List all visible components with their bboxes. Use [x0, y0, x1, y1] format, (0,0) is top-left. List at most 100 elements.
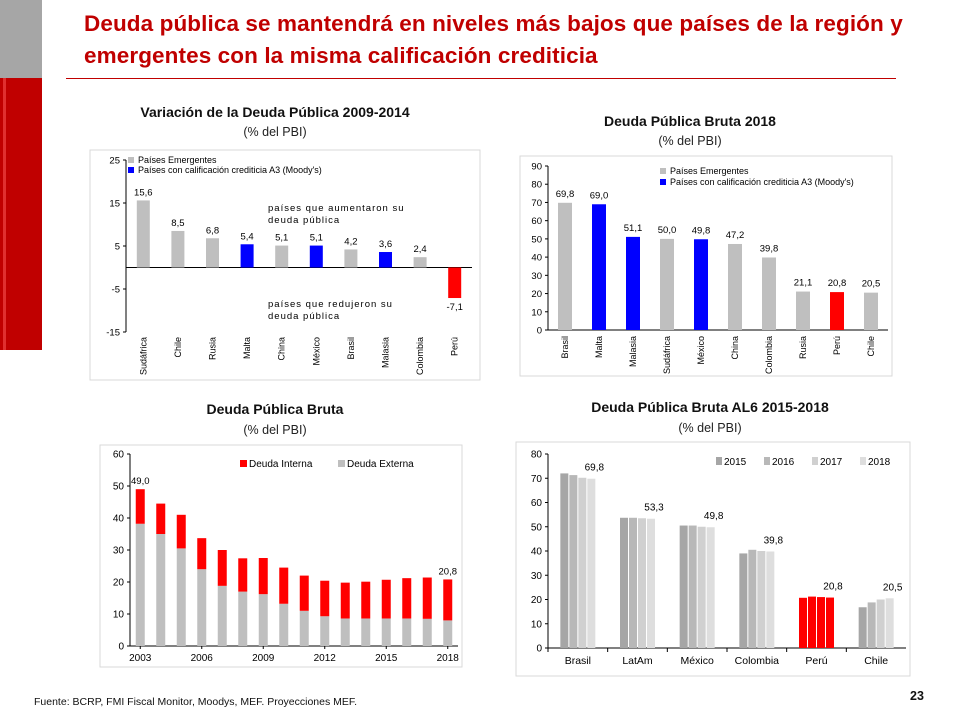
chart2-category-label: Sudáfrica	[662, 336, 672, 374]
chart2-value-label: 50,0	[658, 225, 677, 236]
chart1-legend-swatch-a3	[128, 167, 134, 173]
chart3-deuda-bruta-historica: 0 10 20 30 40 50 60 2003 2006 2009 2012 2015 2018 49,…	[99, 444, 463, 668]
chart4-bar	[620, 517, 628, 648]
chart3-bar-interna	[176, 514, 186, 549]
chart2-bar	[830, 292, 844, 330]
chart1-bar	[136, 200, 150, 268]
chart2-value-label: 47,2	[726, 230, 745, 241]
chart1-ytick-label: 5	[115, 242, 120, 253]
chart3-bar-interna	[238, 558, 248, 592]
chart3-subtitle: (% del PBI)	[243, 423, 307, 437]
chart2-ytick-label: 20	[531, 289, 542, 300]
chart1-bar	[344, 249, 358, 268]
chart3-bar-externa	[135, 523, 145, 646]
chart1-bar	[240, 244, 254, 268]
chart4-bar	[629, 517, 637, 648]
chart3-legend-label: Deuda Interna	[249, 459, 313, 470]
chart4-deuda-al6: 0 10 20 30 40 50 60 70 80 69,8 Brasil 53,3 LatAm 49,8…	[515, 441, 911, 677]
chart3-legend-swatch-externa	[338, 460, 345, 467]
page-number: 23	[910, 689, 924, 703]
chart4-bar	[867, 602, 876, 648]
chart2-bar	[558, 202, 572, 330]
chart2-bar	[694, 239, 708, 330]
chart3-bar-interna	[443, 579, 453, 621]
side-bar-red	[0, 78, 42, 350]
side-bar-red-accent	[3, 78, 6, 350]
chart3-title: Deuda Pública Bruta	[206, 401, 344, 417]
chart3-bar-interna	[320, 580, 330, 617]
chart2-category-label: China	[730, 336, 740, 360]
chart1-bar	[379, 252, 392, 268]
chart1-value-label: 15,6	[134, 187, 153, 198]
chart2-category-label: México	[696, 336, 706, 365]
chart3-xtick-label: 2012	[314, 653, 337, 664]
chart1-ytick-label: 25	[109, 156, 120, 167]
chart2-bar	[796, 291, 810, 330]
chart2-frame	[519, 155, 893, 377]
chart3-bar-interna	[381, 579, 391, 619]
chart1-bar	[275, 245, 289, 268]
chart1-ytick-label: -5	[112, 285, 120, 296]
chart3-ytick-label: 20	[113, 578, 125, 589]
chart4-value-label: 20,5	[883, 582, 903, 593]
title-divider	[66, 78, 896, 79]
chart1-value-label: 5,1	[275, 233, 288, 244]
chart1-annotation-aumentaron: países que aumentaron su	[268, 203, 405, 214]
chart4-value-label: 69,8	[585, 463, 605, 474]
chart1-bar	[413, 257, 427, 268]
chart1-category-label: Brasil	[346, 337, 356, 360]
chart2-ytick-label: 0	[537, 326, 542, 337]
chart3-bar-interna	[197, 538, 207, 570]
chart3-xtick-label: 2006	[191, 653, 214, 664]
chart4-legend-label: 2018	[868, 457, 891, 468]
chart3-bar-interna	[299, 575, 309, 611]
chart3-bar-externa	[279, 603, 289, 646]
chart4-bar	[706, 527, 715, 648]
chart4-category-label: México	[681, 655, 714, 667]
chart3-bar-externa	[217, 585, 227, 646]
chart3-bar-externa	[197, 569, 207, 646]
chart4-bar	[766, 551, 775, 648]
chart4-ytick-label: 40	[531, 547, 543, 558]
chart4-bar	[799, 597, 807, 648]
chart1-bar	[206, 238, 219, 268]
chart3-bar-externa	[402, 618, 412, 646]
chart4-bar	[885, 598, 894, 648]
chart2-category-label: Chile	[866, 336, 876, 357]
chart1-category-label: Colombia	[415, 337, 425, 375]
chart3-bar-interna	[402, 578, 412, 619]
chart2-value-label: 69,0	[590, 190, 609, 201]
chart4-bar	[697, 526, 706, 648]
chart1-variacion-deuda: 25 15 5 -5 -15 15,6 Sudáfrica 8,5 Chile 6,8 Rusia 5…	[89, 149, 481, 381]
chart3-bar-externa	[361, 618, 371, 646]
chart4-legend-label: 2015	[724, 457, 747, 468]
chart4-category-label: Brasil	[565, 655, 591, 667]
chart3-bar-externa	[443, 620, 453, 646]
chart1-category-label: Malasia	[381, 337, 391, 368]
chart4-category-label: Chile	[864, 655, 888, 667]
chart2-bar	[660, 238, 674, 330]
chart4-bar	[808, 596, 816, 648]
chart2-value-label: 49,8	[692, 225, 711, 236]
chart3-ytick-label: 0	[118, 642, 124, 653]
chart4-bar	[560, 473, 569, 648]
chart3-bar-interna	[217, 550, 227, 586]
chart3-bar-interna	[422, 577, 432, 619]
chart3-bar-interna	[156, 503, 166, 534]
chart3-bar-externa	[381, 618, 391, 646]
chart1-bar	[171, 230, 185, 268]
chart4-bar	[578, 477, 587, 648]
chart1-legend-label: Países Emergentes	[138, 155, 217, 165]
chart2-bar	[762, 257, 776, 330]
chart4-legend-swatch	[860, 457, 866, 465]
chart2-category-label: Malta	[594, 336, 604, 358]
chart1-annotation-redujeron: deuda pública	[268, 311, 340, 322]
chart2-category-label: Brasil	[560, 336, 570, 359]
chart1-ytick-label: -15	[106, 328, 120, 339]
chart1-legend-swatch-emergentes	[128, 157, 134, 163]
chart1-subtitle: (% del PBI)	[243, 125, 307, 139]
chart2-ytick-label: 70	[531, 198, 542, 209]
chart3-value-label: 49,0	[131, 476, 150, 487]
chart1-category-label: México	[311, 337, 321, 366]
chart2-ytick-label: 90	[531, 162, 542, 173]
